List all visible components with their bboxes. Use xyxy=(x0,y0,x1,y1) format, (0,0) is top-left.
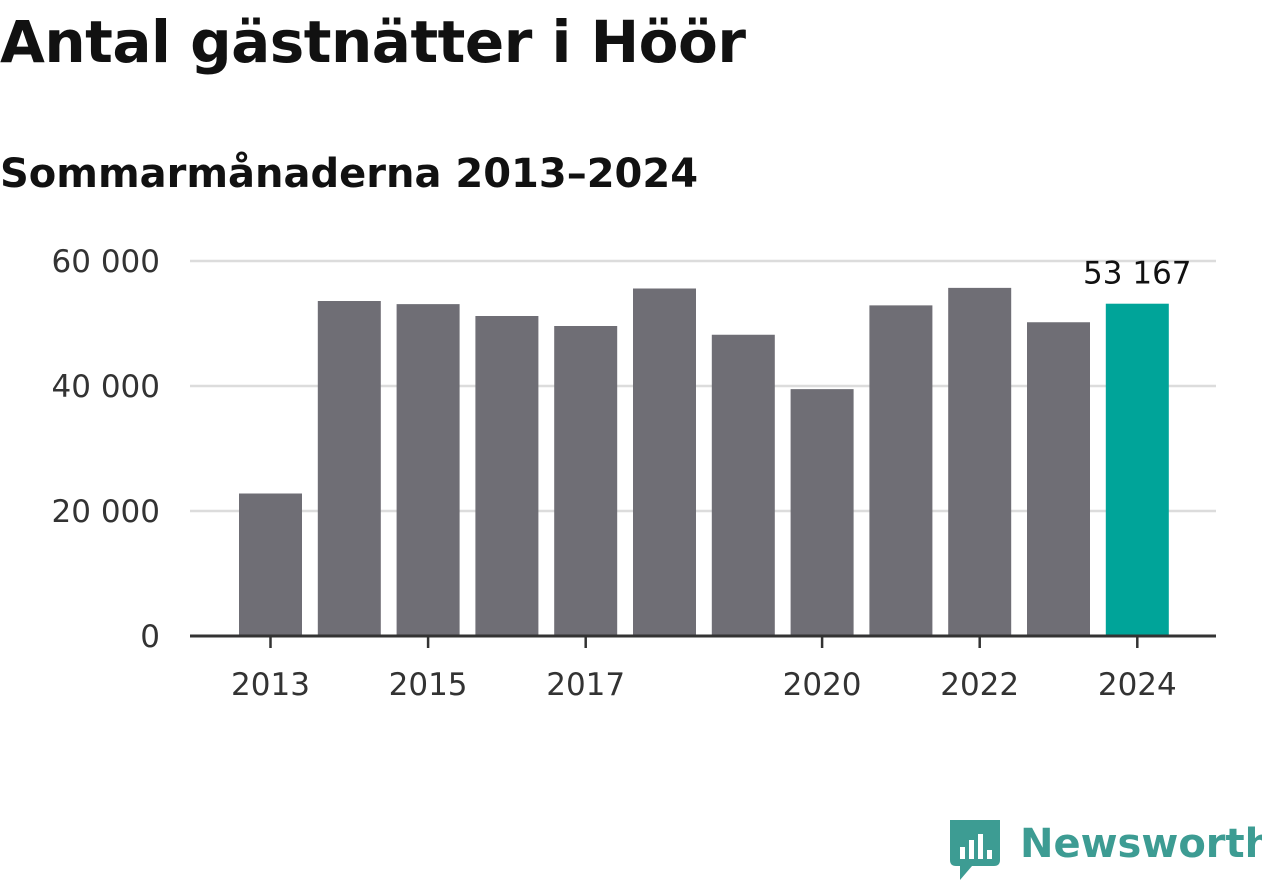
bar-2013 xyxy=(239,493,302,636)
x-tick-label: 2020 xyxy=(783,667,862,703)
chart-subtitle: Sommarmånaderna 2013–2024 xyxy=(0,151,699,197)
newsworthy-brand: Newsworthy xyxy=(950,818,1262,880)
bar-2018 xyxy=(633,288,696,636)
bar-2024 xyxy=(1105,303,1169,636)
x-tick-label: 2015 xyxy=(389,667,468,703)
x-axis-ticks xyxy=(269,636,1139,648)
newsworthy-logo-icon xyxy=(950,820,1002,880)
annotations: 53 167 xyxy=(1083,256,1191,292)
x-tick-label: 2017 xyxy=(546,667,625,703)
bars xyxy=(239,287,1169,636)
y-tick-label: 20 000 xyxy=(52,494,160,530)
bar-chart: 0 20 000 40 000 60 000 2013 2015 2017 2020 2022… xyxy=(52,244,1216,703)
bar-2014 xyxy=(317,301,381,636)
bar-2022 xyxy=(948,287,1012,636)
bar-2021 xyxy=(869,305,933,636)
y-tick-label: 0 xyxy=(140,619,160,655)
y-tick-label: 40 000 xyxy=(52,369,160,405)
x-tick-label: 2024 xyxy=(1098,667,1177,703)
brand-name: Newsworthy xyxy=(1020,821,1262,867)
x-tick-label: 2013 xyxy=(231,667,310,703)
x-tick-label: 2022 xyxy=(940,667,1019,703)
bar-2020 xyxy=(790,389,854,636)
bar-2019 xyxy=(711,334,775,636)
bar-2023 xyxy=(1027,322,1090,636)
bar-2016 xyxy=(475,316,539,636)
chart-title: Antal gästnätter i Höör xyxy=(0,8,746,76)
x-axis-labels: 2013 2015 2017 2020 2022 2024 xyxy=(231,667,1177,703)
bar-2015 xyxy=(396,304,460,636)
y-axis-labels: 0 20 000 40 000 60 000 xyxy=(52,244,160,655)
y-tick-label: 60 000 xyxy=(52,244,160,280)
bar-2017 xyxy=(554,326,618,636)
value-label-2024: 53 167 xyxy=(1083,256,1191,292)
